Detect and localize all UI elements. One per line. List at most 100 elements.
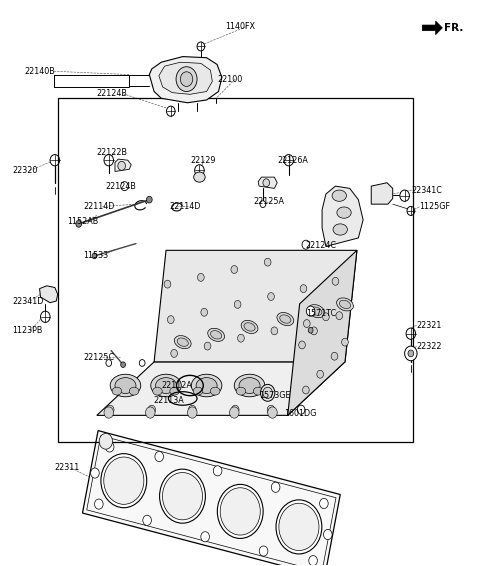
Ellipse shape (277, 312, 294, 325)
Text: 22125A: 22125A (253, 197, 284, 206)
Circle shape (143, 515, 151, 525)
Text: 22341D: 22341D (12, 297, 43, 306)
Circle shape (95, 499, 103, 509)
Ellipse shape (196, 378, 217, 393)
Text: 1140FX: 1140FX (225, 22, 255, 31)
Text: 1123PB: 1123PB (12, 327, 42, 336)
Circle shape (107, 405, 114, 414)
Bar (58, 98, 413, 442)
Polygon shape (87, 436, 336, 566)
Ellipse shape (110, 374, 141, 397)
Circle shape (104, 155, 114, 166)
Circle shape (324, 529, 332, 539)
Circle shape (50, 155, 60, 166)
Circle shape (171, 349, 178, 357)
Ellipse shape (151, 374, 181, 397)
Text: 22124B: 22124B (97, 89, 128, 98)
Circle shape (164, 280, 171, 288)
Circle shape (263, 179, 270, 187)
Circle shape (201, 531, 209, 542)
Circle shape (217, 484, 263, 538)
Circle shape (120, 362, 125, 367)
Circle shape (101, 453, 147, 508)
Circle shape (331, 352, 338, 360)
Circle shape (308, 328, 313, 333)
Circle shape (306, 306, 315, 316)
Circle shape (302, 240, 310, 249)
Circle shape (271, 327, 278, 335)
Text: 1573GE: 1573GE (259, 391, 290, 400)
Circle shape (311, 327, 317, 335)
Ellipse shape (244, 323, 255, 331)
Ellipse shape (170, 387, 180, 395)
Text: 1571TC: 1571TC (306, 310, 336, 319)
Text: 1601DG: 1601DG (284, 409, 316, 418)
Text: 22100: 22100 (217, 75, 242, 84)
Polygon shape (422, 21, 443, 35)
Circle shape (276, 500, 322, 554)
Circle shape (231, 265, 238, 273)
Circle shape (320, 499, 328, 508)
Circle shape (406, 328, 416, 340)
Ellipse shape (308, 305, 325, 318)
Circle shape (195, 165, 204, 176)
Polygon shape (149, 57, 222, 103)
Circle shape (220, 488, 260, 535)
Circle shape (299, 341, 305, 349)
Circle shape (145, 407, 155, 418)
Ellipse shape (153, 387, 162, 395)
Circle shape (120, 182, 128, 191)
Text: 22341C: 22341C (412, 186, 443, 195)
Circle shape (405, 346, 417, 361)
Circle shape (189, 405, 196, 414)
Text: 22126A: 22126A (277, 156, 308, 165)
Ellipse shape (194, 172, 205, 182)
Text: 11533: 11533 (84, 251, 108, 260)
Ellipse shape (174, 336, 191, 349)
Circle shape (408, 350, 414, 357)
Ellipse shape (112, 387, 121, 395)
Circle shape (336, 312, 343, 320)
Ellipse shape (239, 378, 260, 393)
Ellipse shape (234, 374, 265, 397)
Circle shape (231, 405, 239, 414)
Circle shape (276, 359, 281, 366)
Circle shape (213, 466, 222, 476)
Circle shape (303, 320, 310, 328)
Circle shape (309, 556, 317, 565)
Circle shape (302, 386, 309, 394)
Ellipse shape (210, 387, 220, 395)
Ellipse shape (280, 315, 291, 323)
Circle shape (279, 503, 319, 551)
Circle shape (218, 359, 224, 366)
Text: 22114D: 22114D (169, 202, 201, 211)
Circle shape (99, 434, 112, 449)
Circle shape (229, 407, 239, 418)
Polygon shape (154, 250, 357, 362)
Text: FR.: FR. (444, 23, 463, 33)
Circle shape (400, 190, 409, 201)
Circle shape (188, 407, 197, 418)
Ellipse shape (253, 387, 263, 395)
Text: 1152AB: 1152AB (67, 217, 98, 225)
Ellipse shape (311, 307, 322, 315)
Circle shape (201, 308, 207, 316)
Circle shape (92, 253, 97, 259)
Circle shape (264, 258, 271, 266)
Circle shape (297, 405, 305, 414)
Circle shape (238, 335, 244, 342)
Text: 22140B: 22140B (24, 67, 55, 76)
Circle shape (260, 201, 266, 208)
Ellipse shape (236, 387, 246, 395)
Text: 22113A: 22113A (153, 396, 184, 405)
Circle shape (317, 370, 324, 378)
Circle shape (259, 359, 264, 366)
Polygon shape (97, 362, 345, 415)
Ellipse shape (208, 328, 225, 341)
Text: 22320: 22320 (12, 166, 37, 175)
Text: 22129: 22129 (190, 156, 216, 165)
Text: 22124C: 22124C (306, 241, 337, 250)
Ellipse shape (333, 224, 348, 235)
Text: 22114D: 22114D (84, 202, 115, 211)
Circle shape (197, 42, 204, 51)
